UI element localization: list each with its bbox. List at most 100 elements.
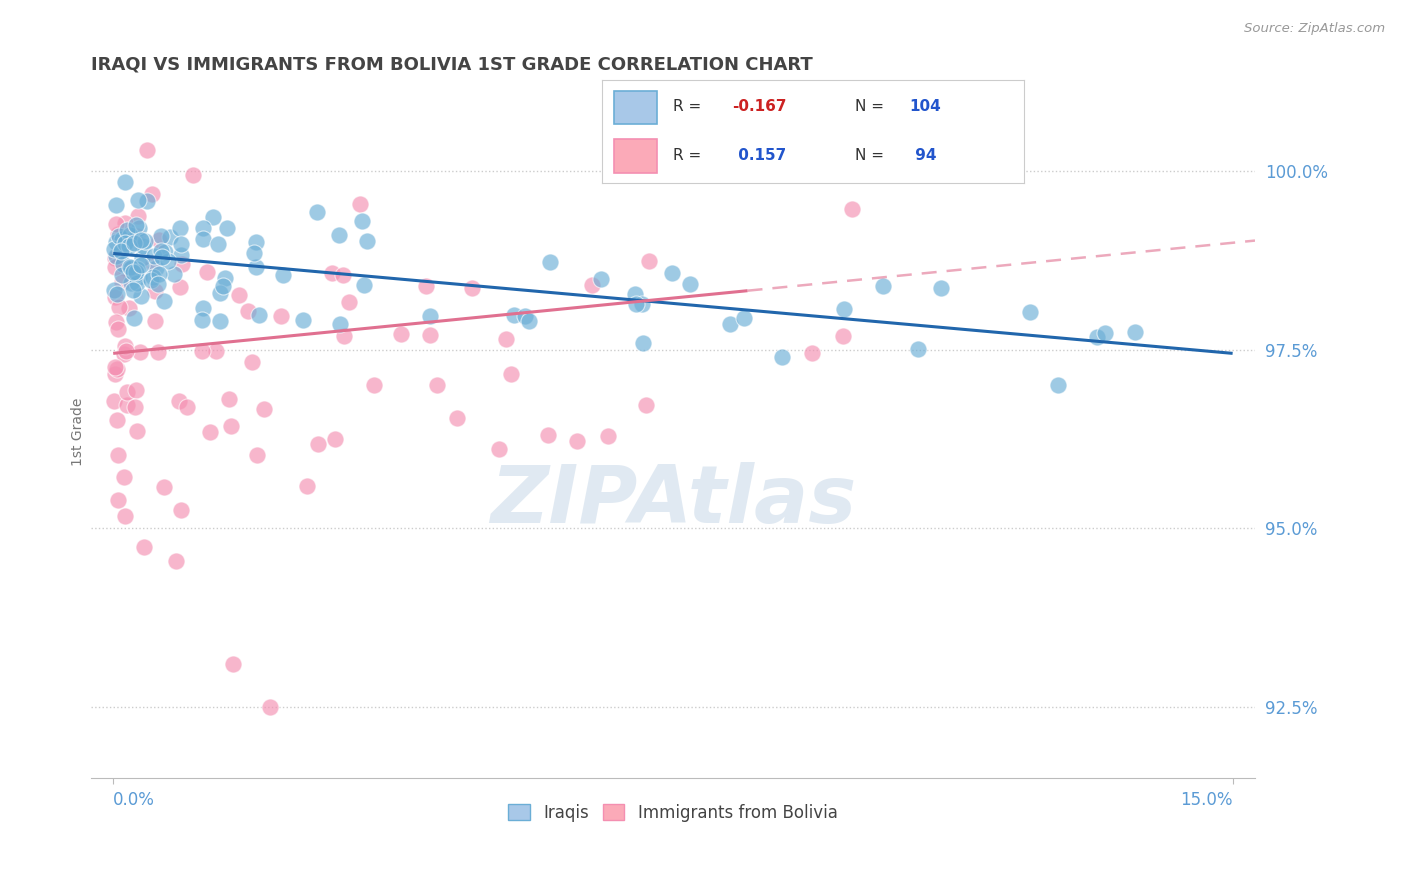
Point bbox=[122, 310, 145, 325]
Point bbox=[111, 232, 134, 246]
Point bbox=[114, 216, 136, 230]
Point bbox=[112, 347, 135, 361]
Point bbox=[111, 268, 134, 282]
Point bbox=[624, 297, 647, 311]
Point bbox=[132, 239, 155, 253]
Point bbox=[631, 336, 654, 351]
Text: 15.0%: 15.0% bbox=[1180, 790, 1233, 809]
Point bbox=[218, 392, 240, 406]
Text: 104: 104 bbox=[910, 99, 942, 114]
Point bbox=[307, 437, 329, 451]
Point bbox=[132, 540, 155, 554]
Point bbox=[495, 332, 517, 346]
Y-axis label: 1st Grade: 1st Grade bbox=[72, 398, 86, 466]
Point bbox=[105, 217, 128, 231]
Text: IRAQI VS IMMIGRANTS FROM BOLIVIA 1ST GRADE CORRELATION CHART: IRAQI VS IMMIGRANTS FROM BOLIVIA 1ST GRA… bbox=[91, 55, 813, 73]
Point bbox=[114, 175, 136, 189]
Point bbox=[208, 313, 231, 327]
Point bbox=[295, 479, 318, 493]
Point bbox=[107, 228, 129, 243]
Point bbox=[139, 273, 162, 287]
Point bbox=[143, 249, 166, 263]
Point bbox=[461, 281, 484, 295]
Point bbox=[103, 394, 125, 409]
Point bbox=[181, 168, 204, 182]
Point bbox=[125, 228, 148, 243]
Text: Source: ZipAtlas.com: Source: ZipAtlas.com bbox=[1244, 22, 1385, 36]
Point bbox=[125, 383, 148, 397]
Point bbox=[153, 480, 176, 494]
Point bbox=[565, 434, 588, 448]
Point bbox=[129, 344, 152, 359]
Point bbox=[122, 236, 145, 251]
Point bbox=[217, 221, 239, 235]
Point bbox=[329, 317, 352, 331]
Point bbox=[214, 271, 236, 285]
Point bbox=[104, 359, 127, 374]
Point bbox=[117, 222, 139, 236]
Point bbox=[415, 279, 437, 293]
Point bbox=[488, 442, 510, 456]
Point bbox=[152, 251, 174, 265]
Point bbox=[1018, 305, 1040, 319]
Point bbox=[170, 248, 193, 262]
Point bbox=[104, 235, 127, 249]
Point bbox=[333, 328, 356, 343]
Point bbox=[907, 343, 929, 357]
Point bbox=[537, 428, 560, 442]
Point bbox=[770, 350, 793, 364]
Point bbox=[419, 309, 441, 323]
Bar bbox=[614, 139, 657, 173]
Point bbox=[129, 258, 152, 272]
Text: N =: N = bbox=[855, 148, 884, 162]
Point bbox=[107, 227, 129, 241]
Point bbox=[305, 205, 328, 219]
Point bbox=[105, 197, 128, 211]
Point bbox=[153, 245, 176, 260]
Point bbox=[120, 276, 142, 290]
Point bbox=[831, 329, 853, 343]
Point bbox=[156, 253, 179, 268]
Point bbox=[872, 278, 894, 293]
Point bbox=[834, 301, 856, 316]
Point bbox=[129, 233, 152, 247]
Point bbox=[245, 235, 267, 249]
Point bbox=[120, 260, 142, 275]
Text: -0.167: -0.167 bbox=[733, 99, 787, 114]
Point bbox=[105, 362, 128, 376]
Point bbox=[221, 657, 243, 671]
Text: 0.157: 0.157 bbox=[733, 148, 786, 162]
Point bbox=[143, 313, 166, 327]
Point bbox=[122, 283, 145, 297]
Point bbox=[253, 402, 276, 417]
Point bbox=[131, 252, 153, 266]
Point bbox=[176, 400, 198, 414]
Point bbox=[150, 229, 173, 244]
Point bbox=[191, 220, 214, 235]
Point bbox=[195, 265, 218, 279]
Point bbox=[104, 290, 127, 304]
Point bbox=[212, 278, 235, 293]
Point bbox=[125, 218, 148, 232]
Text: R =: R = bbox=[673, 148, 702, 162]
Point bbox=[714, 143, 737, 157]
Point bbox=[107, 300, 129, 314]
Point bbox=[323, 432, 346, 446]
Point bbox=[103, 242, 125, 256]
Point bbox=[513, 310, 536, 324]
Point bbox=[589, 272, 612, 286]
Point bbox=[1047, 378, 1070, 392]
Text: 94: 94 bbox=[910, 148, 936, 162]
Point bbox=[246, 448, 269, 462]
Point bbox=[419, 327, 441, 342]
Point bbox=[205, 344, 228, 359]
Point bbox=[502, 308, 524, 322]
Point bbox=[165, 554, 187, 568]
Point bbox=[105, 286, 128, 301]
Point bbox=[104, 367, 127, 381]
Point bbox=[596, 429, 619, 443]
Point bbox=[733, 311, 755, 326]
Point bbox=[219, 419, 242, 434]
Point bbox=[114, 339, 136, 353]
Point bbox=[128, 270, 150, 285]
